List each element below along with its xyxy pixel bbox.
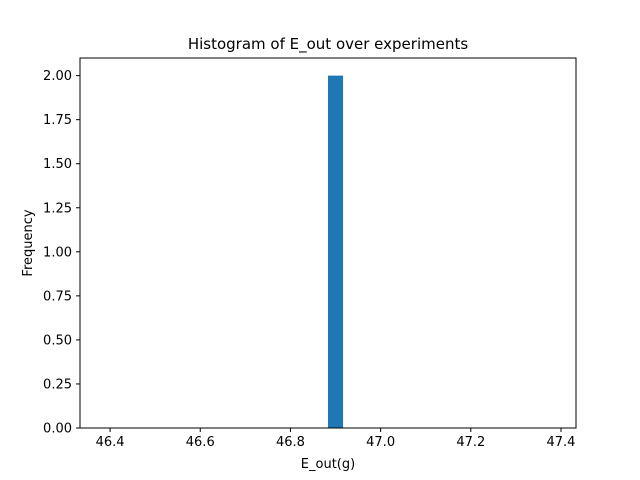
y-tick-label: 1.75 [43, 113, 72, 128]
y-tick-label: 2.00 [43, 69, 72, 84]
axes-frame [79, 57, 577, 429]
y-tick-label: 1.00 [43, 245, 72, 260]
x-tick-label: 46.4 [96, 435, 125, 450]
y-tick-label: 0.25 [43, 377, 72, 392]
x-tick-label: 46.8 [276, 435, 305, 450]
y-tick-label: 1.25 [43, 201, 72, 216]
y-tick-label: 0.50 [43, 333, 72, 348]
x-tick-label: 47.2 [456, 435, 485, 450]
plot-area: 46.4 46.6 46.8 47.0 47.2 47.4 0.00 0.25 0.50 0.75… [43, 57, 577, 450]
y-tick-label: 1.50 [43, 157, 72, 172]
y-tick-label: 0.00 [43, 422, 72, 437]
y-tick-label: 0.75 [43, 289, 72, 304]
chart-title: Histogram of E_out over experiments [188, 35, 468, 54]
y-axis-label: Frequency [21, 209, 36, 276]
x-tick-label: 47.0 [366, 435, 395, 450]
histogram-bar [328, 75, 344, 428]
x-tick-label: 46.6 [186, 435, 215, 450]
x-axis-label: E_out(g) [301, 457, 355, 472]
x-tick-label: 47.4 [547, 435, 576, 450]
